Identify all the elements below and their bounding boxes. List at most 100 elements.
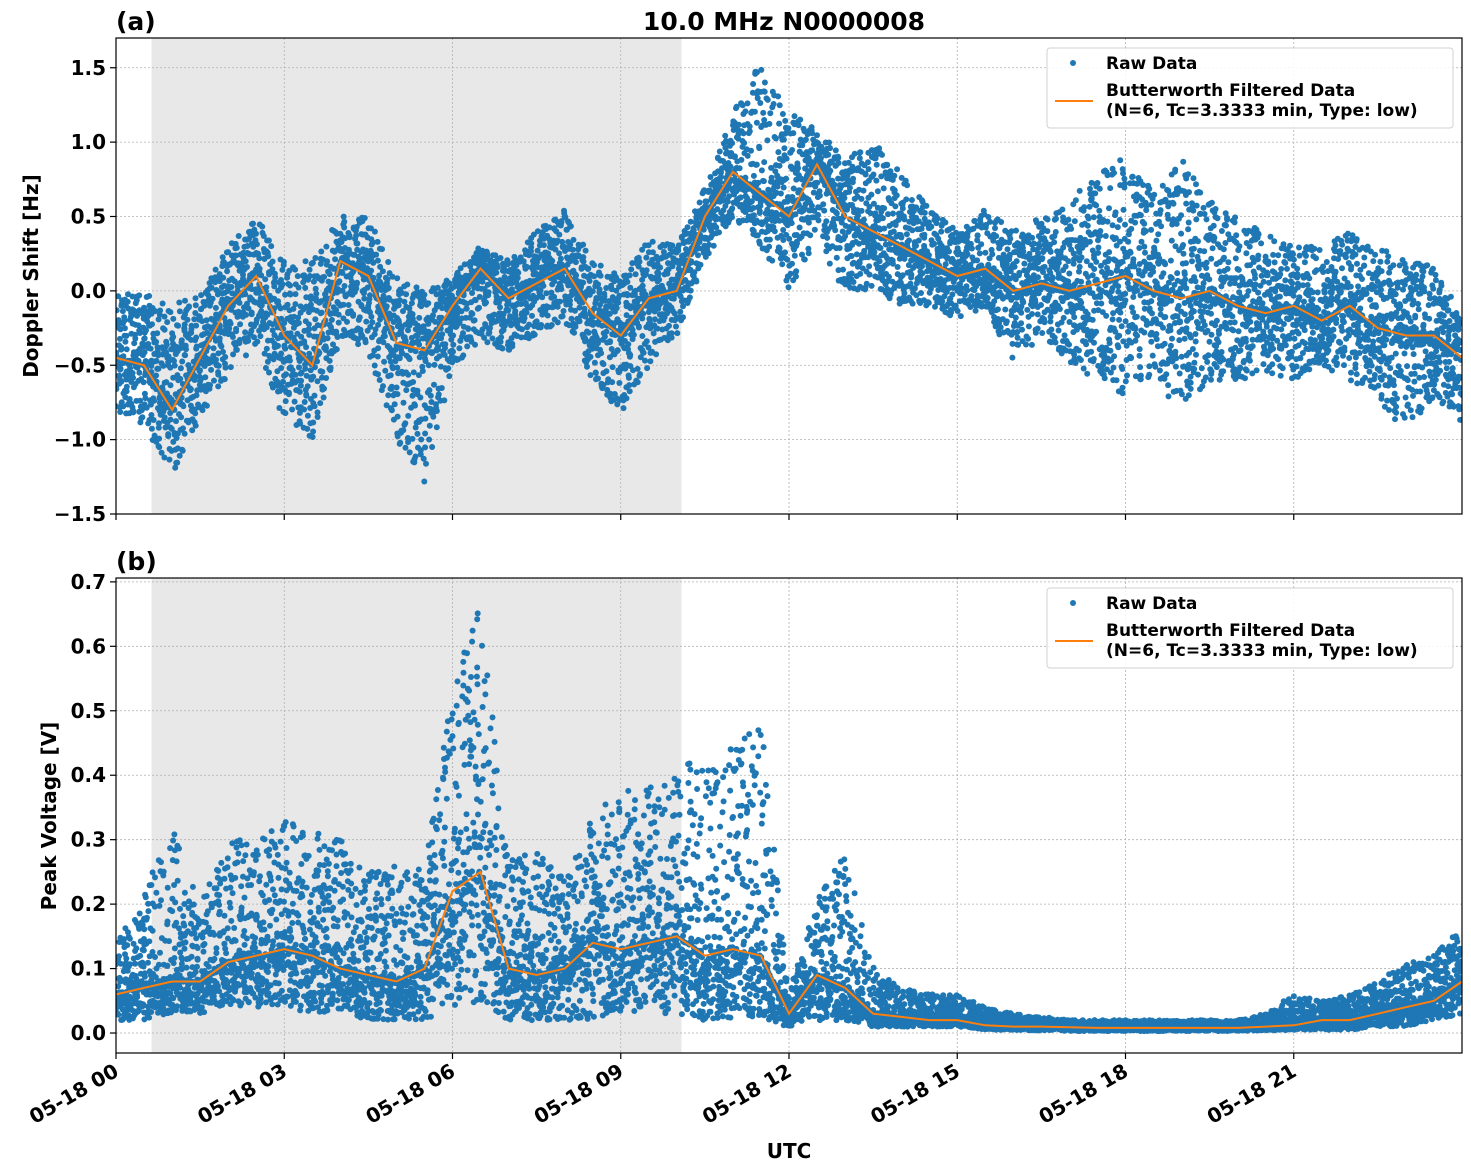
raw-data-point — [634, 365, 641, 372]
raw-data-point — [753, 119, 760, 126]
raw-data-point — [179, 358, 186, 365]
raw-data-point — [394, 364, 401, 371]
raw-data-point — [248, 311, 255, 318]
raw-data-point — [341, 224, 348, 231]
raw-data-point — [174, 322, 180, 329]
raw-data-point — [292, 291, 299, 298]
raw-data-point — [314, 409, 321, 416]
raw-data-point — [736, 165, 743, 172]
raw-data-point — [795, 165, 801, 172]
raw-data-point — [668, 330, 675, 337]
raw-data-point — [938, 228, 945, 235]
raw-data-point — [257, 333, 264, 340]
raw-data-point — [297, 420, 304, 427]
raw-data-point — [939, 298, 946, 305]
raw-data-point — [456, 345, 463, 352]
raw-data-point — [289, 367, 296, 374]
raw-data-point — [193, 322, 200, 329]
raw-data-point — [898, 234, 905, 241]
raw-data-point — [879, 151, 885, 158]
raw-data-point — [886, 273, 892, 280]
raw-data-point — [417, 394, 424, 401]
raw-data-point — [744, 100, 751, 107]
raw-data-point — [442, 345, 448, 351]
raw-data-point — [402, 444, 409, 451]
raw-data-point — [258, 302, 265, 309]
raw-data-point — [298, 369, 305, 376]
raw-data-point — [865, 159, 871, 166]
raw-data-point — [233, 252, 239, 259]
raw-data-point — [860, 216, 867, 223]
raw-data-point — [418, 303, 425, 310]
raw-data-point — [831, 181, 838, 188]
raw-data-point — [614, 348, 621, 354]
raw-data-point — [740, 130, 747, 137]
raw-data-point — [820, 201, 827, 208]
raw-data-point — [333, 346, 340, 353]
raw-data-point — [826, 145, 833, 151]
raw-data-point — [381, 358, 388, 365]
raw-data-point — [155, 316, 162, 323]
raw-data-point — [426, 436, 433, 443]
raw-data-point — [210, 345, 217, 352]
raw-data-point — [409, 435, 416, 442]
raw-data-point — [304, 383, 311, 390]
raw-data-point — [657, 264, 664, 271]
raw-data-point — [118, 344, 125, 351]
raw-data-point — [173, 418, 179, 425]
raw-data-point — [162, 424, 169, 431]
raw-data-point — [422, 415, 429, 422]
raw-data-point — [230, 351, 237, 358]
raw-data-point — [262, 365, 269, 371]
raw-data-point — [791, 113, 798, 120]
raw-data-point — [815, 217, 822, 224]
raw-data-point — [235, 233, 242, 239]
raw-data-point — [307, 367, 314, 374]
raw-data-point — [284, 301, 291, 308]
raw-data-point — [155, 365, 162, 372]
raw-data-point — [957, 313, 964, 320]
raw-data-point — [394, 391, 401, 398]
raw-data-point — [870, 171, 877, 178]
raw-data-point — [292, 301, 299, 308]
raw-data-point — [414, 430, 421, 437]
raw-data-point — [438, 385, 445, 391]
raw-data-point — [655, 270, 662, 277]
raw-data-point — [710, 242, 717, 249]
raw-data-point — [130, 374, 136, 381]
raw-data-point — [283, 371, 289, 378]
raw-data-point — [236, 336, 243, 343]
raw-data-point — [215, 362, 222, 369]
raw-data-point — [177, 375, 184, 382]
raw-data-point — [589, 288, 596, 295]
raw-data-point — [567, 223, 574, 230]
raw-data-point — [127, 365, 134, 372]
raw-data-point — [192, 422, 199, 429]
raw-data-point — [159, 300, 166, 307]
raw-data-point — [931, 240, 938, 247]
raw-data-point — [163, 379, 170, 386]
raw-data-point — [687, 287, 694, 294]
raw-data-point — [880, 185, 887, 192]
raw-data-point — [780, 184, 787, 191]
raw-data-point — [171, 358, 177, 364]
raw-data-point — [750, 81, 757, 87]
raw-data-point — [165, 433, 172, 440]
raw-data-point — [405, 412, 412, 419]
raw-data-point — [469, 290, 476, 296]
raw-data-point — [468, 310, 475, 316]
raw-data-point — [323, 344, 329, 351]
raw-data-point — [176, 299, 183, 306]
raw-data-point — [208, 284, 215, 291]
raw-data-point — [891, 172, 898, 179]
raw-data-point — [385, 259, 392, 265]
raw-data-point — [856, 155, 863, 162]
raw-data-point — [306, 326, 312, 333]
raw-data-point — [130, 409, 137, 416]
raw-data-point — [571, 329, 578, 336]
raw-data-point — [728, 206, 735, 213]
raw-data-point — [122, 338, 129, 345]
raw-data-point — [306, 273, 313, 279]
raw-data-point — [282, 345, 289, 352]
raw-data-point — [582, 247, 589, 254]
